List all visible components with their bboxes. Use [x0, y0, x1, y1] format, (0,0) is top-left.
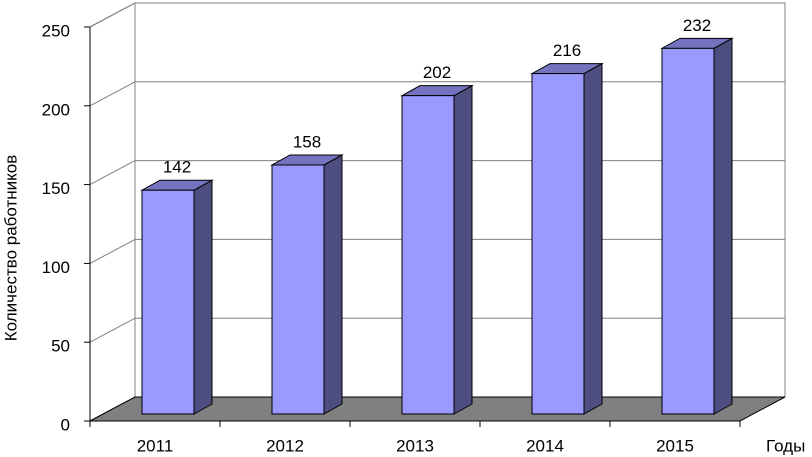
bar-side: [193, 179, 213, 415]
x-axis-title: Годы: [766, 436, 805, 455]
y-tick-label: 0: [61, 415, 70, 434]
y-tick-label: 100: [42, 258, 70, 277]
bar-side: [583, 62, 603, 415]
bar: [271, 164, 325, 415]
bar: [401, 95, 455, 415]
value-label: 216: [553, 41, 581, 60]
bar: [531, 73, 585, 415]
value-label: 232: [683, 16, 711, 35]
side-wall: [89, 2, 136, 422]
value-label: 142: [163, 158, 191, 177]
value-label: 202: [423, 63, 451, 82]
x-tick-label: 2015: [656, 436, 694, 455]
x-tick-label: 2012: [266, 436, 304, 455]
x-tick-label: 2013: [396, 436, 434, 455]
x-tick-label: 2011: [137, 436, 174, 455]
bar: [661, 47, 715, 415]
bar-side: [713, 37, 733, 415]
y-tick-label: 200: [42, 100, 70, 119]
x-tick-label: 2014: [526, 436, 564, 455]
grid-line: [89, 2, 785, 28]
y-tick-label: 250: [42, 21, 70, 40]
bar: [141, 189, 195, 415]
y-axis-title: Количество работников: [1, 155, 20, 342]
value-label: 158: [293, 132, 321, 151]
bar-side: [453, 84, 473, 415]
y-tick-label: 150: [42, 179, 70, 198]
bar-side: [323, 154, 343, 415]
y-tick-label: 50: [51, 337, 70, 356]
